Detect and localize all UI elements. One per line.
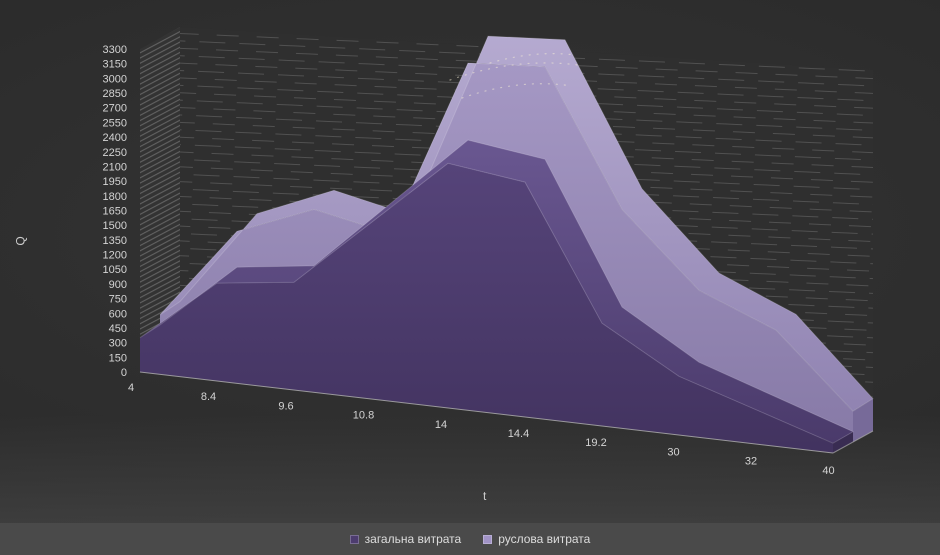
value-tick-label: 600 xyxy=(109,308,127,320)
left-wall xyxy=(140,27,180,372)
category-tick-label: 8.4 xyxy=(201,391,216,403)
value-tick-label: 3150 xyxy=(103,59,127,71)
value-tick-label: 900 xyxy=(109,279,127,291)
category-axis-labels: 4 8.4 9.6 10.8 14 14.4 19.2 30 32 40 xyxy=(128,382,835,477)
value-tick-label: 2550 xyxy=(103,117,127,129)
value-tick-label: 1500 xyxy=(103,220,127,232)
value-tick-label: 2850 xyxy=(103,88,127,100)
value-tick-label: 750 xyxy=(109,294,127,306)
legend-swatch xyxy=(483,534,493,544)
category-axis-title: t xyxy=(483,489,487,503)
category-tick-label: 9.6 xyxy=(278,400,293,412)
legend: загальна витрата руслова витрата xyxy=(0,523,940,555)
category-tick-label: 30 xyxy=(667,446,679,458)
category-tick-label: 14.4 xyxy=(508,428,529,440)
gridline-showthrough-dots xyxy=(449,53,579,99)
value-tick-label: 2250 xyxy=(103,147,127,159)
value-tick-label: 3300 xyxy=(103,44,127,56)
value-tick-label: 450 xyxy=(109,323,127,335)
value-tick-label: 150 xyxy=(109,352,127,364)
floor-front-edge xyxy=(139,371,874,454)
value-tick-label: 2700 xyxy=(103,103,127,115)
category-tick-label: 14 xyxy=(435,419,447,431)
value-axis-title: Q xyxy=(13,236,28,246)
value-tick-label: 1650 xyxy=(103,206,127,218)
value-tick-label: 3000 xyxy=(103,73,127,85)
category-tick-label: 4 xyxy=(128,382,134,394)
legend-label: руслова витрата xyxy=(498,532,591,546)
legend-item-ruslova-vytrata[interactable]: руслова витрата xyxy=(483,533,590,545)
category-tick-label: 32 xyxy=(745,456,757,468)
value-tick-label: 1800 xyxy=(103,191,127,203)
category-tick-label: 10.8 xyxy=(353,410,374,422)
value-tick-label: 2100 xyxy=(103,162,127,174)
value-tick-label: 1950 xyxy=(103,176,127,188)
value-tick-label: 1050 xyxy=(103,264,127,276)
legend-item-zahalna-vytrata[interactable]: загальна витрата xyxy=(349,532,462,546)
legend-label: загальна витрата xyxy=(364,532,462,546)
value-tick-label: 1350 xyxy=(103,235,127,247)
value-tick-label: 2400 xyxy=(103,132,127,144)
legend-swatch xyxy=(349,534,359,544)
value-tick-label: 300 xyxy=(109,338,127,350)
category-tick-label: 19.2 xyxy=(585,437,606,449)
value-axis-labels: 0 150 300 450 600 750 900 1050 1200 1350 1500 1650 1… xyxy=(103,44,127,379)
value-tick-label: 0 xyxy=(121,367,127,379)
value-tick-label: 1200 xyxy=(103,250,127,262)
category-tick-label: 40 xyxy=(822,465,834,477)
series-zahalna xyxy=(139,139,855,454)
